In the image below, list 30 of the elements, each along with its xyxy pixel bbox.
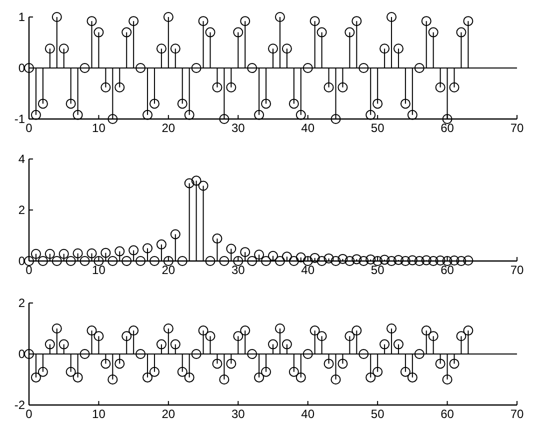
y-tick-label: 0 <box>18 61 26 75</box>
x-tick-label: 10 <box>92 407 106 421</box>
y-tick-label: 2 <box>18 296 26 310</box>
x-tick-label: 30 <box>231 121 246 135</box>
y-tick-label: 2 <box>18 203 26 217</box>
y-tick-label: 1 <box>18 10 26 24</box>
x-tick-label: 30 <box>231 263 246 277</box>
x-tick-label: 50 <box>370 263 385 277</box>
x-tick-label: 20 <box>162 121 176 135</box>
y-tick-label: 4 <box>18 152 26 166</box>
x-tick-label: 40 <box>301 121 315 135</box>
x-tick-label: 20 <box>162 407 176 421</box>
x-tick-label: 60 <box>440 263 454 277</box>
x-tick-label: 70 <box>510 263 524 277</box>
x-tick-label: 10 <box>92 121 106 135</box>
y-tick-label: -2 <box>14 398 26 412</box>
y-tick-label: 0 <box>18 254 26 268</box>
x-tick-label: 60 <box>440 407 454 421</box>
x-tick-label: 30 <box>231 407 246 421</box>
x-tick-label: 70 <box>510 407 524 421</box>
y-tick-label: -1 <box>14 112 26 126</box>
x-tick-label: 60 <box>440 121 454 135</box>
x-tick-label: 10 <box>92 263 106 277</box>
y-tick-label: 0 <box>18 347 26 361</box>
x-tick-label: 70 <box>510 121 524 135</box>
x-tick-label: 20 <box>162 263 176 277</box>
x-tick-label: 50 <box>370 121 385 135</box>
x-tick-label: 50 <box>370 407 385 421</box>
x-tick-label: 40 <box>301 263 315 277</box>
x-tick-label: 40 <box>301 407 315 421</box>
